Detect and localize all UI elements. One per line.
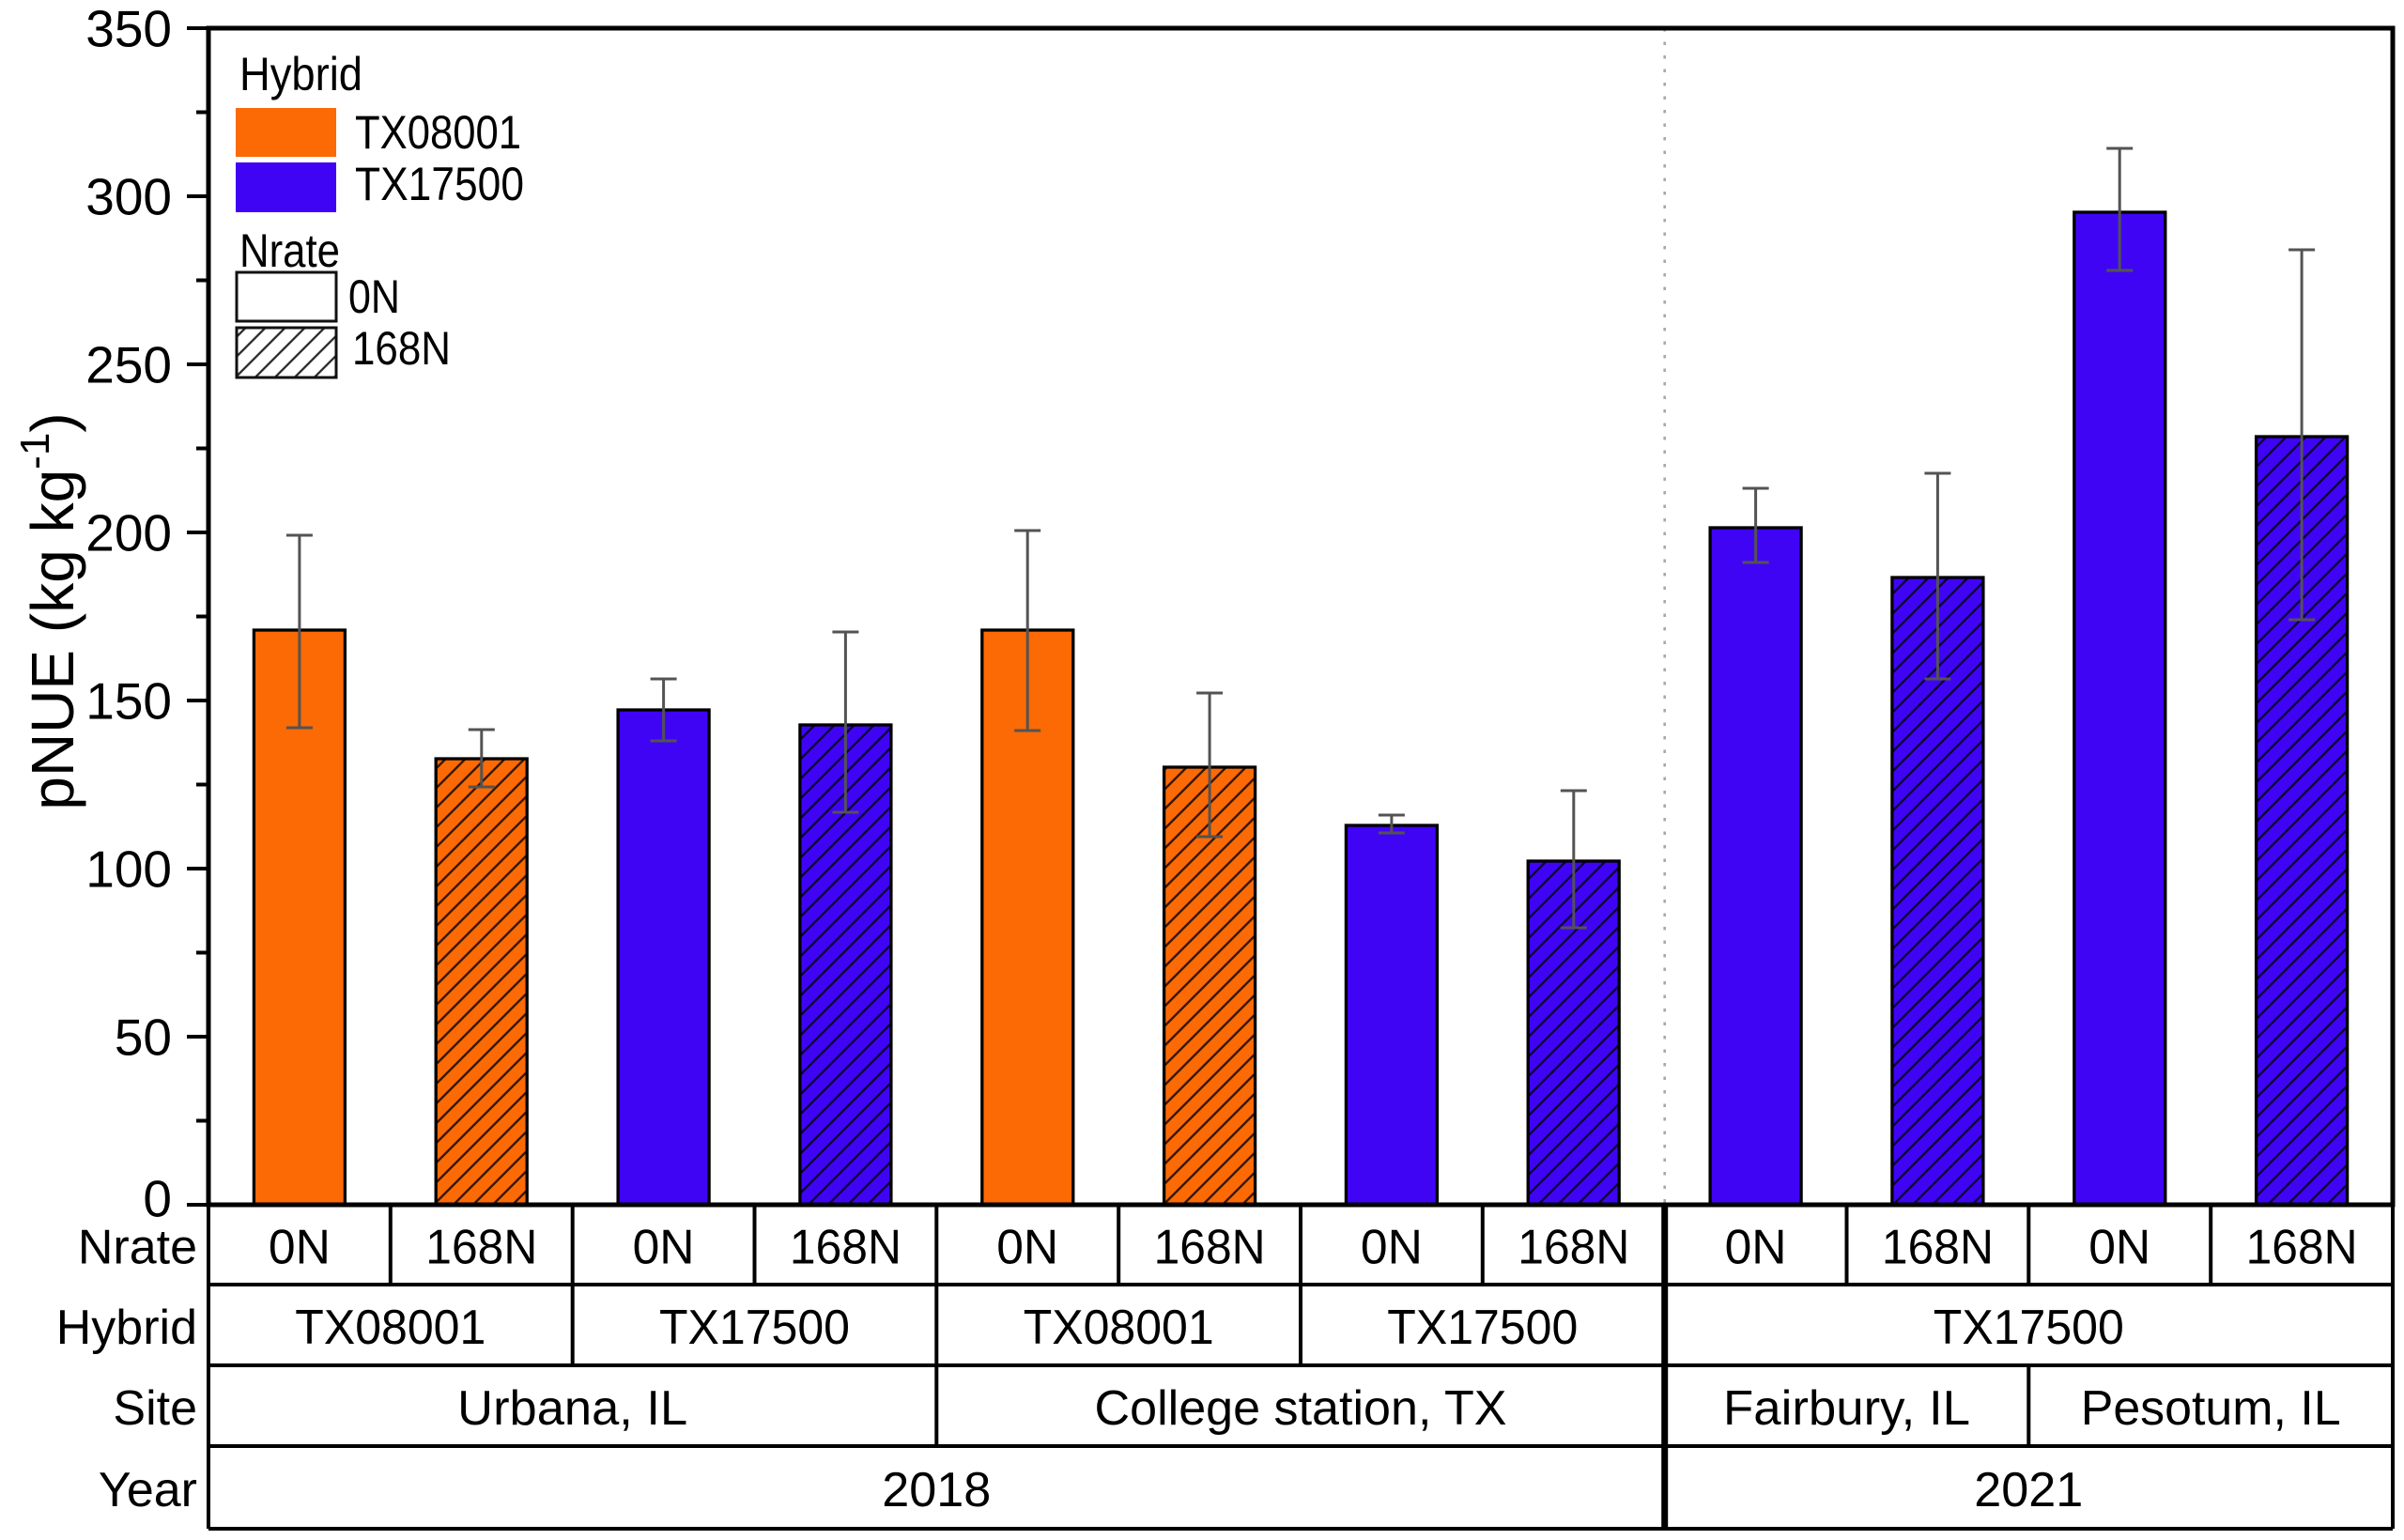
svg-text:168N: 168N	[790, 1221, 902, 1275]
svg-text:0: 0	[143, 1170, 172, 1228]
svg-text:TX17500: TX17500	[1934, 1301, 2124, 1355]
svg-text:Nrate: Nrate	[239, 224, 340, 277]
svg-text:0N: 0N	[633, 1221, 695, 1275]
svg-text:0N: 0N	[269, 1221, 331, 1275]
svg-text:200: 200	[85, 504, 172, 562]
svg-text:Fairbury, IL: Fairbury, IL	[1723, 1381, 1970, 1436]
svg-text:0N: 0N	[1361, 1221, 1423, 1275]
svg-text:168N: 168N	[352, 322, 451, 375]
svg-text:TX08001: TX08001	[1024, 1301, 1214, 1355]
svg-text:TX17500: TX17500	[659, 1301, 850, 1355]
svg-text:250: 250	[85, 336, 172, 394]
svg-text:350: 350	[85, 0, 172, 58]
svg-text:TX08001: TX08001	[295, 1301, 485, 1355]
svg-text:100: 100	[85, 840, 172, 899]
svg-text:150: 150	[85, 672, 172, 731]
svg-text:50: 50	[115, 1009, 172, 1067]
svg-text:0N: 0N	[348, 270, 400, 323]
svg-text:TX17500: TX17500	[355, 158, 524, 210]
svg-text:TX17500: TX17500	[1387, 1301, 1578, 1355]
svg-text:168N: 168N	[425, 1221, 537, 1275]
svg-text:College station, TX: College station, TX	[1095, 1381, 1507, 1436]
svg-text:Pesotum, IL: Pesotum, IL	[2081, 1381, 2341, 1436]
svg-text:Hybrid: Hybrid	[56, 1301, 197, 1355]
svg-text:pNUE (kg kg-1): pNUE (kg kg-1)	[12, 412, 86, 809]
svg-text:Year: Year	[99, 1463, 197, 1517]
svg-text:2021: 2021	[1974, 1463, 2083, 1517]
svg-text:Nrate: Nrate	[78, 1221, 197, 1275]
svg-text:168N: 168N	[1882, 1221, 1994, 1275]
svg-text:0N: 0N	[2088, 1221, 2150, 1275]
svg-text:Urbana, IL: Urbana, IL	[457, 1381, 687, 1436]
svg-text:TX08001: TX08001	[355, 106, 521, 159]
svg-text:168N: 168N	[2246, 1221, 2358, 1275]
svg-text:0N: 0N	[1725, 1221, 1787, 1275]
svg-text:168N: 168N	[1154, 1221, 1266, 1275]
svg-text:Hybrid: Hybrid	[239, 48, 362, 100]
svg-text:Site: Site	[113, 1381, 197, 1436]
svg-text:168N: 168N	[1518, 1221, 1629, 1275]
svg-text:300: 300	[85, 168, 172, 226]
svg-text:2018: 2018	[882, 1463, 991, 1517]
svg-text:0N: 0N	[996, 1221, 1058, 1275]
